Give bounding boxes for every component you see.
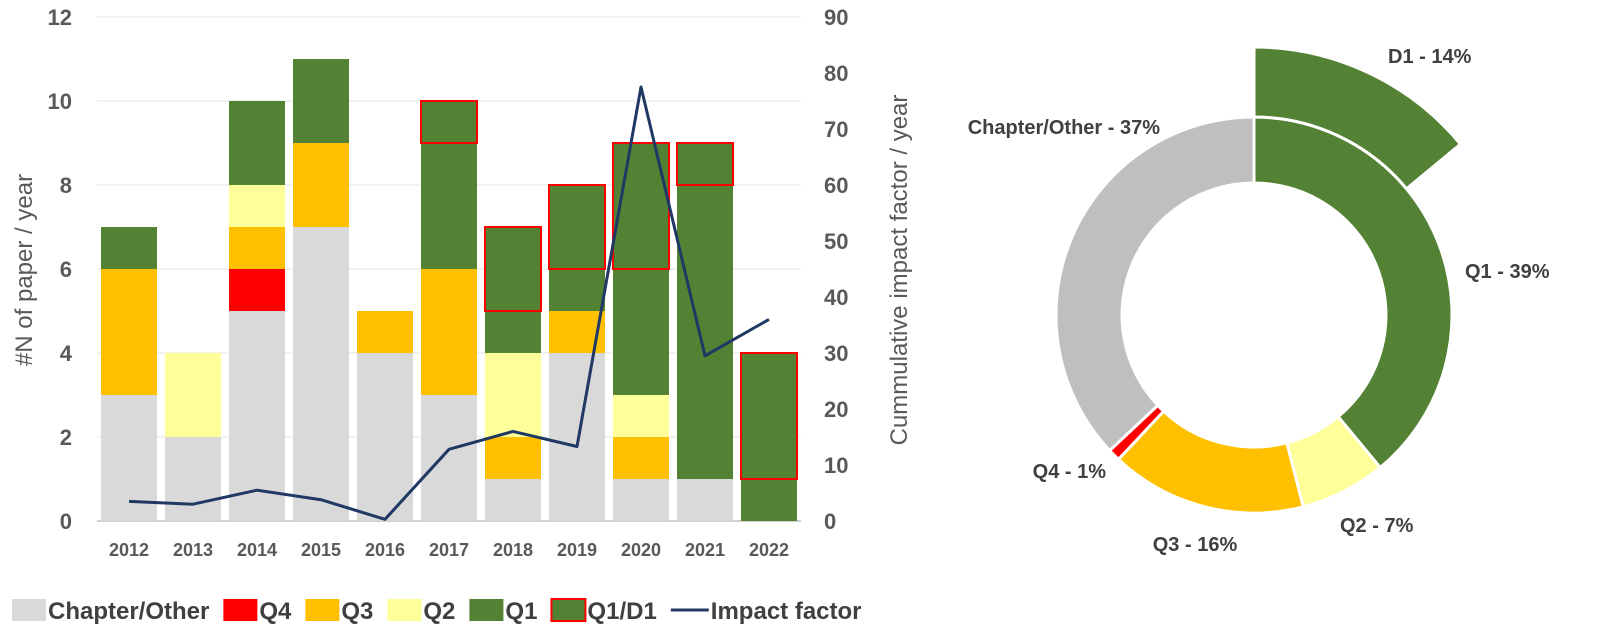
bar-segment-q3 [421, 269, 477, 395]
bar-segment-chapter-other [357, 353, 413, 521]
y2-tick-label: 40 [824, 285, 848, 310]
stacked-bars [101, 59, 798, 521]
bar-segment-q2 [485, 353, 541, 437]
legend-swatch [12, 599, 46, 621]
bar-segment-q3 [357, 311, 413, 353]
donut-label: Q3 - 16% [1153, 534, 1238, 556]
legend-swatch [305, 599, 340, 621]
x-tick-label: 2017 [429, 540, 469, 560]
y2-tick-label: 20 [824, 397, 848, 422]
y-axis-label: #N of paper / year [11, 174, 38, 366]
bar-segment-q1 [101, 227, 157, 269]
y2-axis-label: Cummulative impact factor / year [886, 95, 913, 446]
x-axis-ticks: 2012 2013 2014 2015 2016 2017 2018 2019 2020 2021… [109, 540, 789, 560]
donut-chart: D1 - 14% Q1 - 39% Q2 - 7% Q3 - 16% Q4 - 1% Ch… [968, 45, 1550, 556]
bar-segment-q1 [485, 311, 541, 353]
x-tick-label: 2019 [557, 540, 597, 560]
impact-factor-line [128, 85, 770, 521]
legend-label: Q4 [259, 598, 292, 625]
bar-segment-chapter-other [485, 479, 541, 521]
legend-label: Q3 [341, 598, 373, 625]
x-tick-label: 2020 [621, 540, 661, 560]
x-tick-label: 2022 [749, 540, 789, 560]
y2-tick-label: 80 [824, 61, 848, 86]
bar-segment-chapter-other [293, 227, 349, 521]
bar-segment-chapter-other [549, 353, 605, 521]
legend-label: Q2 [423, 598, 455, 625]
donut-label: Q1 - 39% [1465, 261, 1550, 283]
y-tick-label: 0 [60, 509, 72, 534]
bar-segment-chapter-other [101, 395, 157, 521]
y2-tick-label: 0 [824, 509, 836, 534]
y-tick-label: 6 [60, 257, 72, 282]
x-tick-label: 2014 [237, 540, 277, 560]
bar-segment-q1 [677, 185, 733, 479]
bar-segment-q3 [485, 437, 541, 479]
legend-swatch [469, 599, 504, 621]
bar-segment-q3 [613, 437, 669, 479]
bar-segment-q3 [293, 143, 349, 227]
bar-segment-q1-d1 [676, 142, 734, 186]
x-tick-label: 2021 [685, 540, 725, 560]
donut-label: D1 - 14% [1388, 46, 1472, 68]
y-tick-label: 8 [60, 173, 72, 198]
bar-segment-q1-d1 [548, 184, 606, 270]
bar-segment-chapter-other [421, 395, 477, 521]
donut-label: Chapter/Other - 37% [968, 117, 1160, 139]
donut-slice-d1 [1252, 45, 1463, 191]
bar-segment-q2 [165, 353, 221, 437]
y-tick-label: 12 [48, 5, 72, 30]
y2-tick-label: 10 [824, 453, 848, 478]
bar-segment-q1 [549, 269, 605, 311]
legend-swatch [550, 598, 587, 622]
x-tick-label: 2016 [365, 540, 405, 560]
bar-segment-q1-d1 [420, 100, 478, 144]
bar-segment-q1 [421, 143, 477, 269]
legend-label: Q1 [505, 598, 537, 625]
donut-label: Q4 - 1% [1033, 461, 1107, 483]
legend-swatch [387, 599, 422, 621]
y-tick-label: 10 [48, 89, 72, 114]
bar-segment-chapter-other [677, 479, 733, 521]
donut-slice-chapter-other [1054, 115, 1256, 453]
y2-tick-label: 60 [824, 173, 848, 198]
donut-label: Q2 - 7% [1340, 515, 1414, 537]
legend-swatch [223, 599, 258, 621]
y2-tick-label: 70 [824, 117, 848, 142]
bar-segment-q1 [613, 269, 669, 395]
bar-segment-q3 [101, 269, 157, 395]
bar-segment-q2 [613, 395, 669, 437]
bar-segment-q4 [229, 269, 285, 311]
bar-segment-q1-d1 [740, 352, 798, 480]
x-tick-label: 2013 [173, 540, 213, 560]
bar-segment-q1-d1 [484, 226, 542, 312]
bar-segment-q1-d1 [612, 142, 670, 270]
legend-label: Q1/D1 [587, 598, 656, 625]
bar-segment-chapter-other [613, 479, 669, 521]
bar-segment-chapter-other [165, 437, 221, 521]
left-axis-ticks: 0 2 4 6 8 10 12 [48, 5, 73, 534]
bar-segment-q1 [229, 101, 285, 185]
x-tick-label: 2012 [109, 540, 149, 560]
bar-segment-q2 [229, 185, 285, 227]
bar-segment-chapter-other [229, 311, 285, 521]
impact-factor-polyline [128, 85, 770, 521]
y-tick-label: 2 [60, 425, 72, 450]
bar-segment-q1 [741, 479, 797, 521]
right-axis-ticks: 0 10 20 30 40 50 60 70 80 90 [824, 5, 848, 534]
legend-label: Impact factor [711, 598, 862, 625]
legend-label: Chapter/Other [48, 598, 209, 625]
legend: Chapter/Other Q4 Q3 Q2 Q1 Q1/D1 Impact factor [12, 598, 862, 625]
y2-tick-label: 50 [824, 229, 848, 254]
x-tick-label: 2018 [493, 540, 533, 560]
bar-segment-q3 [229, 227, 285, 269]
y2-tick-label: 90 [824, 5, 848, 30]
x-tick-label: 2015 [301, 540, 341, 560]
y2-tick-label: 30 [824, 341, 848, 366]
y-tick-label: 4 [60, 341, 73, 366]
bar-segment-q1 [293, 59, 349, 143]
